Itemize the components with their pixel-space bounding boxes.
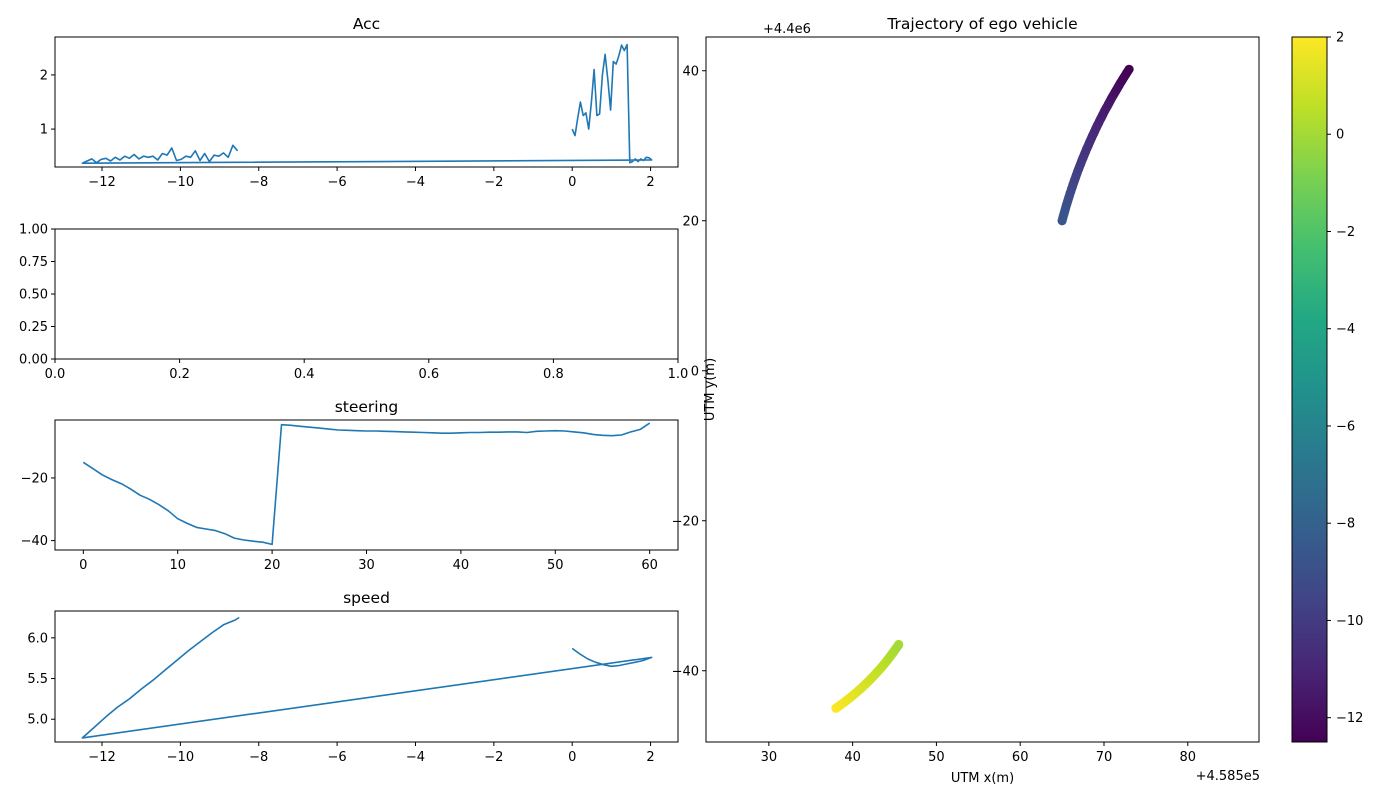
- x-tick-label: 80: [1180, 750, 1197, 765]
- colorbar-tick-label: −12: [1336, 711, 1363, 726]
- axes-trajectory: 30 40 50 60 70 80 −40 −20 0 20 40 Trajectory of ego…: [672, 15, 1260, 786]
- x-tick-label: 0.8: [543, 367, 564, 382]
- trajectory-point: [1124, 64, 1134, 74]
- x-tick-label: 0.0: [45, 367, 66, 382]
- series-line: [81, 43, 653, 164]
- x-tick-label: −10: [167, 750, 194, 765]
- y-axis-label: UTM y(m): [703, 358, 718, 421]
- y-tick-label: −40: [672, 664, 699, 679]
- x-tick-label: −4: [406, 175, 425, 190]
- y-tick-label: 6.0: [27, 631, 48, 646]
- axes-empty: 0.0 0.2 0.4 0.6 0.8 1.0 0.00 0.25 0.50 0.75 1.00: [19, 223, 688, 383]
- y-tick-label: −20: [21, 471, 48, 486]
- x-axis-label: UTM x(m): [951, 771, 1014, 786]
- chart-title: Acc: [353, 15, 380, 33]
- y-tick-label: 2: [40, 68, 48, 83]
- x-tick-label: 0: [79, 558, 87, 573]
- colorbar-gradient: [1291, 36, 1328, 743]
- axes-frame: [54, 610, 679, 743]
- y-tick-label: −40: [21, 534, 48, 549]
- y-tick-label: 1.00: [19, 223, 48, 238]
- x-tick-label: 2: [646, 750, 654, 765]
- x-offset-label: +4.585e5: [1196, 769, 1260, 784]
- axes-frame: [705, 36, 1260, 743]
- x-tick-label: −4: [406, 750, 425, 765]
- axes-frame: [54, 419, 679, 551]
- y-tick-label: 1: [40, 123, 48, 138]
- y-tick-label: 0: [691, 364, 699, 379]
- x-tick-label: 0.4: [294, 367, 315, 382]
- x-tick-label: 0: [568, 175, 576, 190]
- y-tick-label: 0.00: [19, 353, 48, 368]
- colorbar-tick-label: −6: [1336, 419, 1355, 434]
- x-tick-label: 60: [641, 558, 658, 573]
- x-tick-label: −10: [167, 175, 194, 190]
- colorbar-tick-label: −8: [1336, 517, 1355, 532]
- y-tick-label: 0.25: [19, 320, 48, 335]
- x-tick-label: −6: [328, 750, 347, 765]
- x-tick-label: 50: [547, 558, 564, 573]
- chart-title: steering: [335, 398, 399, 416]
- x-tick-label: −2: [484, 175, 503, 190]
- y-tick-label: 5.0: [27, 713, 48, 728]
- axes-steering: 0 10 20 30 40 50 60 −40 −20 steering: [21, 398, 679, 573]
- x-tick-label: 1.0: [668, 367, 689, 382]
- x-tick-label: 0.6: [418, 367, 439, 382]
- y-tick-label: 5.5: [27, 672, 48, 687]
- y-offset-label: +4.4e6: [763, 22, 811, 37]
- series-line: [82, 422, 651, 546]
- colorbar-tick-label: −10: [1336, 614, 1363, 629]
- trajectory-point: [894, 639, 904, 650]
- x-tick-label: −12: [88, 175, 115, 190]
- chart-title: Trajectory of ego vehicle: [886, 15, 1077, 33]
- x-tick-label: 0: [568, 750, 576, 765]
- y-tick-label: 0.75: [19, 255, 48, 270]
- axes-acc: −12 −10 −8 −6 −4 −2 0 2 1 2 Acc: [40, 15, 679, 190]
- x-tick-label: −2: [484, 750, 503, 765]
- colorbar-tick-label: 2: [1336, 31, 1344, 46]
- x-tick-label: 50: [928, 750, 945, 765]
- x-tick-label: 70: [1096, 750, 1113, 765]
- colorbar: −12 −10 −8 −6 −4 −2 0 2: [1291, 31, 1363, 743]
- x-tick-label: −8: [249, 750, 268, 765]
- x-tick-label: 20: [264, 558, 281, 573]
- axes-speed: −12 −10 −8 −6 −4 −2 0 2 5.0 5.5 6.0 speed: [27, 589, 679, 765]
- y-tick-label: 40: [682, 64, 699, 79]
- x-tick-label: 30: [761, 750, 778, 765]
- x-tick-label: −12: [88, 750, 115, 765]
- x-tick-label: 10: [169, 558, 186, 573]
- x-tick-label: −6: [328, 175, 347, 190]
- x-tick-label: 60: [1012, 750, 1029, 765]
- x-tick-label: 2: [646, 175, 654, 190]
- series-line: [81, 616, 653, 739]
- x-tick-label: 30: [358, 558, 375, 573]
- y-tick-label: 0.50: [19, 288, 48, 303]
- y-tick-label: −20: [672, 514, 699, 529]
- x-tick-label: −8: [249, 175, 268, 190]
- colorbar-tick-label: −2: [1336, 225, 1355, 240]
- x-tick-label: 0.2: [169, 367, 190, 382]
- axes-frame: [54, 36, 679, 168]
- chart-title: speed: [343, 589, 390, 607]
- colorbar-tick-label: 0: [1336, 128, 1344, 143]
- axes-frame: [54, 228, 679, 360]
- y-tick-label: 20: [682, 214, 699, 229]
- x-tick-label: 40: [844, 750, 861, 765]
- colorbar-tick-label: −4: [1336, 322, 1355, 337]
- x-tick-label: 40: [453, 558, 470, 573]
